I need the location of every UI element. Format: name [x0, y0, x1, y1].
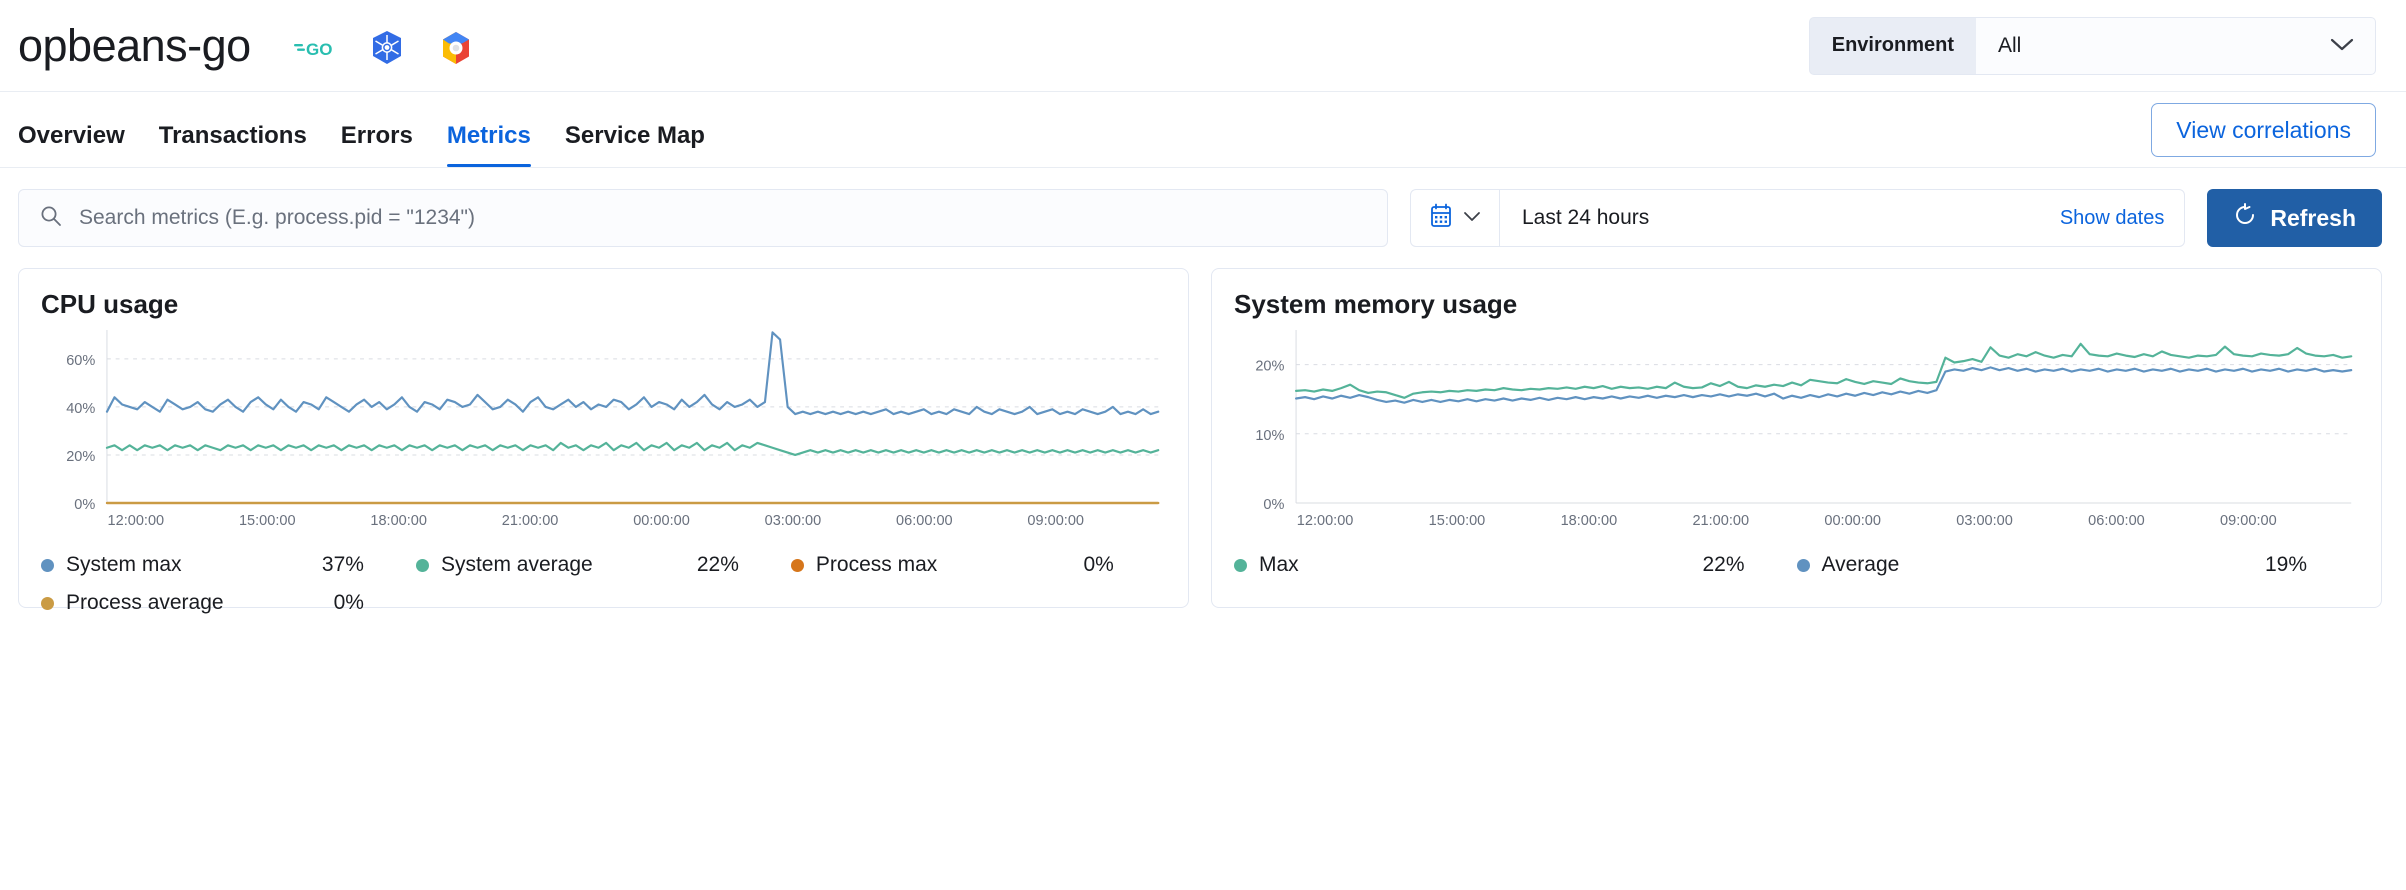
svg-text:12:00:00: 12:00:00 — [108, 513, 165, 529]
environment-selector[interactable]: Environment All — [1808, 16, 2376, 75]
refresh-icon — [2233, 203, 2257, 233]
panel-cpu-usage-title: CPU usage — [41, 289, 179, 319]
metrics-panels: CPU usage 0% 20% 40% 60% 12:00:00 15:00:00 18:… — [0, 268, 2406, 614]
go-logo-icon: GO — [293, 37, 336, 59]
svg-text:60%: 60% — [66, 353, 95, 369]
legend-label: Process max — [815, 553, 938, 576]
panel-system-memory-usage-title: System memory usage — [1234, 289, 1518, 319]
show-dates-link[interactable]: Show dates — [2059, 206, 2165, 229]
svg-text:06:00:00: 06:00:00 — [896, 513, 953, 529]
tab-transactions[interactable]: Transactions — [142, 122, 324, 167]
service-badge-icons: GO — [293, 30, 474, 66]
legend-value: 0% — [333, 591, 364, 614]
view-correlations-label: View correlations — [2176, 116, 2351, 143]
legend-color-dot — [415, 558, 429, 572]
legend-color-dot — [41, 558, 54, 572]
page-title: opbeans-go — [18, 20, 251, 71]
cpu-usage-legend: System max 37% System average 22% Proces… — [41, 539, 1166, 629]
svg-text:15:00:00: 15:00:00 — [239, 513, 296, 529]
refresh-button[interactable]: Refresh — [2207, 189, 2382, 247]
tab-service-map[interactable]: Service Map — [548, 122, 722, 167]
tab-errors[interactable]: Errors — [324, 122, 430, 167]
environment-value: All — [1998, 33, 2022, 57]
svg-text:06:00:00: 06:00:00 — [2088, 513, 2145, 529]
google-cloud-logo-icon — [438, 30, 474, 66]
tab-metrics[interactable]: Metrics — [430, 122, 548, 167]
tab-overview-label: Overview — [18, 122, 125, 149]
search-toolbar: Search metrics (E.g. process.pid = "1234… — [0, 168, 2406, 268]
search-placeholder: Search metrics (E.g. process.pid = "1234… — [79, 206, 475, 229]
date-range-value[interactable]: Last 24 hours — [1522, 206, 1650, 229]
svg-text:0%: 0% — [74, 497, 95, 513]
svg-text:09:00:00: 09:00:00 — [1027, 513, 1084, 529]
legend-item[interactable]: System average 22% — [415, 553, 791, 577]
view-correlations-button[interactable]: View correlations — [2151, 103, 2376, 157]
search-input[interactable]: Search metrics (E.g. process.pid = "1234… — [18, 189, 1388, 247]
legend-label: System max — [66, 553, 182, 576]
svg-text:03:00:00: 03:00:00 — [1956, 513, 2013, 529]
panel-system-memory-usage: System memory usage 0% 10% 20% 12:00:00 15:0… — [1211, 268, 2382, 608]
tab-service-map-label: Service Map — [564, 122, 705, 149]
system-memory-usage-chart[interactable]: 0% 10% 20% 12:00:00 15:00:00 18:00:00 21:00:00… — [1234, 324, 2359, 539]
svg-text:GO: GO — [306, 40, 332, 59]
legend-label: System average — [440, 553, 593, 576]
legend-color-dot — [790, 558, 804, 572]
svg-text:00:00:00: 00:00:00 — [633, 513, 690, 529]
calendar-icon — [1429, 203, 1453, 234]
svg-text:40%: 40% — [66, 401, 95, 417]
legend-value: 19% — [2264, 553, 2307, 576]
svg-text:12:00:00: 12:00:00 — [1297, 513, 1354, 529]
legend-color-dot — [41, 596, 54, 610]
svg-text:00:00:00: 00:00:00 — [1824, 513, 1881, 529]
legend-label: Average — [1821, 553, 1900, 576]
environment-label: Environment — [1808, 16, 1976, 75]
legend-item[interactable]: Process max 0% — [790, 553, 1166, 577]
refresh-label: Refresh — [2270, 204, 2356, 231]
legend-label: Max — [1259, 553, 1299, 576]
legend-item[interactable]: Average 19% — [1796, 553, 2360, 577]
svg-text:10%: 10% — [1255, 428, 1284, 444]
svg-text:21:00:00: 21:00:00 — [502, 513, 559, 529]
tab-overview[interactable]: Overview — [18, 122, 142, 167]
calendar-dropdown-button[interactable] — [1411, 190, 1500, 246]
legend-value: 37% — [321, 553, 364, 576]
system-memory-usage-legend: Max 22% Average 19% — [1234, 539, 2359, 591]
svg-text:20%: 20% — [1255, 358, 1284, 374]
legend-value: 22% — [1702, 553, 1745, 576]
kubernetes-logo-icon — [369, 30, 405, 66]
svg-text:0%: 0% — [1263, 497, 1284, 513]
calendar-chevron-down-icon — [1463, 209, 1481, 227]
svg-text:03:00:00: 03:00:00 — [765, 513, 822, 529]
legend-item[interactable]: Max 22% — [1234, 553, 1797, 577]
cpu-usage-chart[interactable]: 0% 20% 40% 60% 12:00:00 15:00:00 18:00:00 21:00… — [41, 324, 1166, 539]
svg-text:20%: 20% — [66, 449, 95, 465]
legend-value: 22% — [696, 553, 739, 576]
legend-item[interactable]: System max 37% — [41, 553, 416, 577]
svg-text:18:00:00: 18:00:00 — [1561, 513, 1618, 529]
legend-label: Process average — [66, 591, 224, 614]
svg-text:21:00:00: 21:00:00 — [1692, 513, 1749, 529]
legend-color-dot — [1796, 558, 1810, 572]
svg-text:09:00:00: 09:00:00 — [2220, 513, 2277, 529]
tab-transactions-label: Transactions — [158, 122, 307, 149]
panel-cpu-usage: CPU usage 0% 20% 40% 60% 12:00:00 15:00:00 18:… — [18, 268, 1189, 614]
search-icon — [39, 204, 63, 233]
date-range-picker[interactable]: Last 24 hours Show dates — [1410, 189, 2186, 247]
app-header: opbeans-go GO — [0, 0, 2406, 92]
legend-color-dot — [1234, 558, 1247, 572]
svg-text:15:00:00: 15:00:00 — [1429, 513, 1486, 529]
tabs: Overview Transactions Errors Metrics Ser… — [18, 122, 722, 167]
svg-text:18:00:00: 18:00:00 — [370, 513, 427, 529]
legend-item[interactable]: Process average 0% — [41, 591, 416, 615]
environment-dropdown[interactable]: All — [1976, 16, 2376, 75]
legend-value: 0% — [1083, 553, 1114, 576]
service-tabbar: Overview Transactions Errors Metrics Ser… — [0, 92, 2406, 168]
tab-errors-label: Errors — [340, 122, 413, 149]
chevron-down-icon — [2329, 34, 2355, 58]
tab-metrics-label: Metrics — [446, 122, 531, 149]
